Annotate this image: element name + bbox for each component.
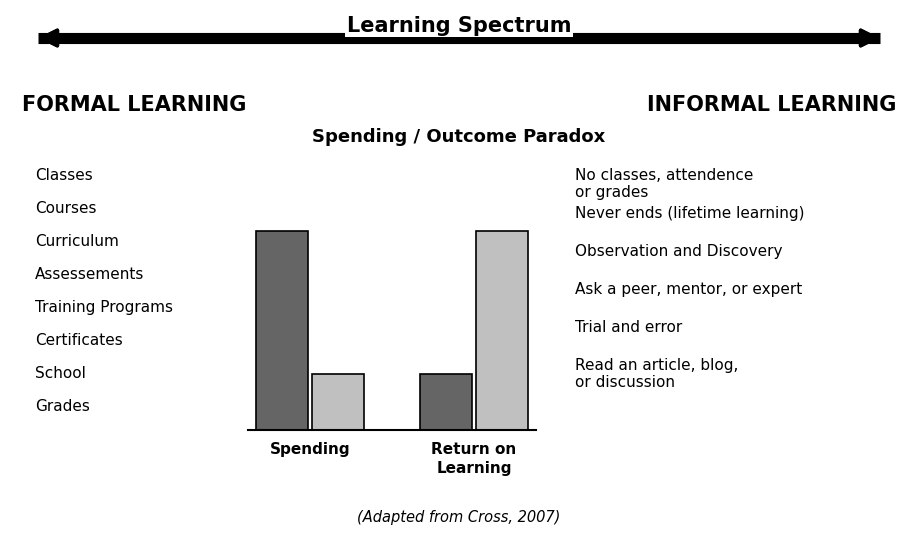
Bar (256, 231, 308, 430)
Text: Learning Spectrum: Learning Spectrum (347, 16, 571, 36)
Bar (312, 374, 364, 430)
Text: Courses: Courses (35, 201, 96, 216)
Text: Curriculum: Curriculum (35, 234, 118, 249)
Bar (476, 231, 528, 430)
Text: (Adapted from Cross, 2007): (Adapted from Cross, 2007) (357, 510, 561, 525)
Text: Spending: Spending (270, 442, 351, 457)
Text: Ask a peer, mentor, or expert: Ask a peer, mentor, or expert (575, 282, 802, 297)
Text: FORMAL LEARNING: FORMAL LEARNING (22, 95, 246, 115)
Text: Classes: Classes (35, 168, 93, 183)
Text: Grades: Grades (35, 399, 90, 414)
Text: Spending / Outcome Paradox: Spending / Outcome Paradox (312, 128, 606, 146)
Text: Never ends (lifetime learning): Never ends (lifetime learning) (575, 206, 804, 221)
Text: Trial and error: Trial and error (575, 320, 682, 335)
Text: INFORMAL LEARNING: INFORMAL LEARNING (646, 95, 896, 115)
Bar (420, 374, 472, 430)
Text: Assessements: Assessements (35, 267, 144, 282)
Text: Read an article, blog,
or discussion: Read an article, blog, or discussion (575, 358, 738, 391)
Text: Return on
Learning: Return on Learning (431, 442, 517, 475)
Text: Observation and Discovery: Observation and Discovery (575, 244, 782, 259)
Text: Training Programs: Training Programs (35, 300, 173, 315)
Text: No classes, attendence
or grades: No classes, attendence or grades (575, 168, 754, 201)
Text: Certificates: Certificates (35, 333, 123, 348)
Text: Learning Spectrum: Learning Spectrum (347, 16, 571, 36)
Text: School: School (35, 366, 86, 381)
